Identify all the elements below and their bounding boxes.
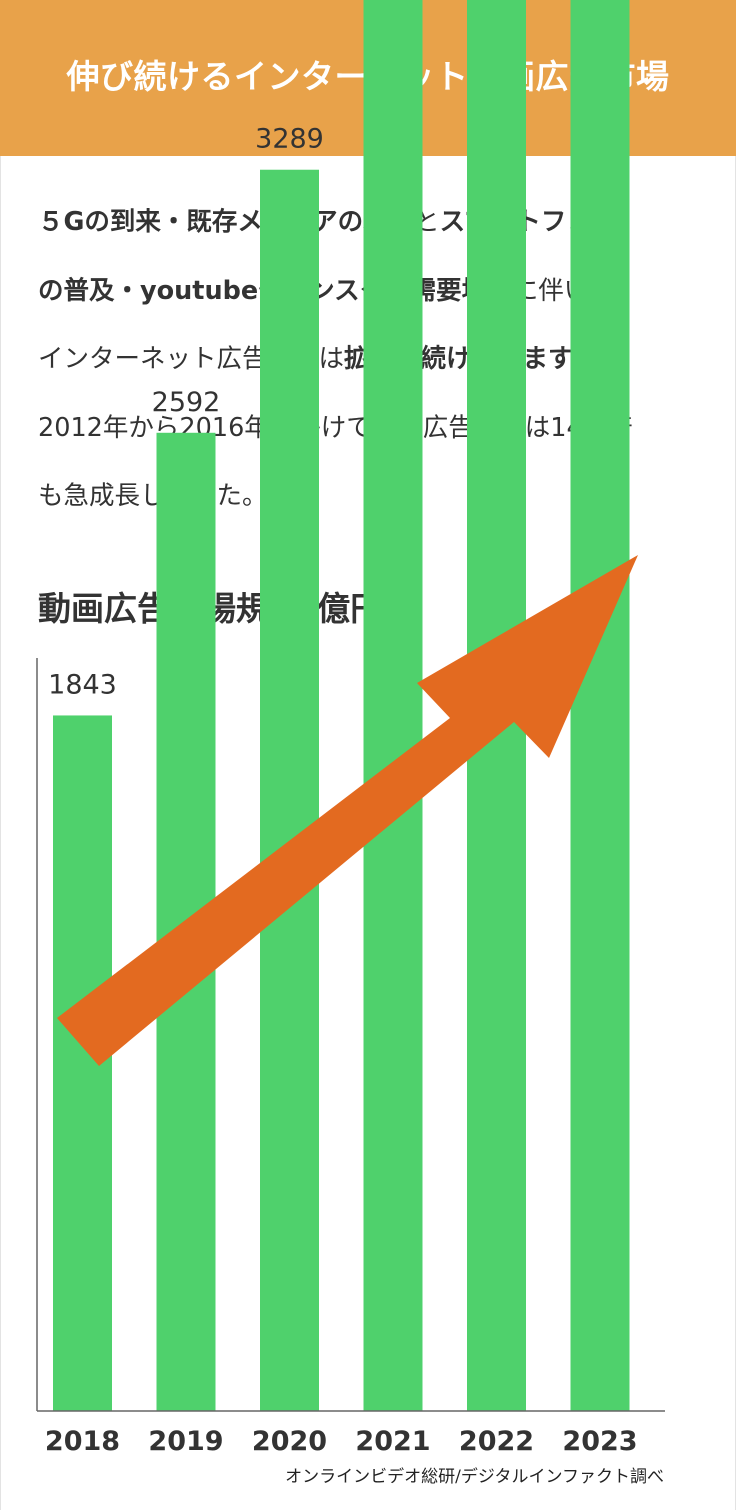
x-tick-label: 2023: [562, 1426, 637, 1457]
frame-border-left: [0, 156, 1, 1510]
bar-2020: [260, 169, 319, 1411]
value-label: 3289: [255, 124, 324, 155]
chart-source-note: オンラインビデオ総研/デジタルインファクト調べ: [285, 1467, 664, 1487]
x-tick-label: 2019: [148, 1426, 223, 1457]
intro-line-4: 2012年から2016年にかけて動画広告市場は14.7倍: [38, 412, 633, 443]
value-label: 2592: [152, 387, 221, 418]
intro-fragment: ５Gの到来・既存メディアの衰退: [38, 207, 415, 237]
bar-2021: [363, 0, 423, 1411]
bar-2018: [53, 715, 112, 1411]
x-tick-label: 2020: [252, 1426, 327, 1457]
chart-title: 動画広告市場規模(億円): [38, 589, 399, 628]
x-tick-label: 2021: [355, 1426, 430, 1457]
bar-2023: [570, 0, 630, 1411]
intro-line-5: も急成長しました。: [38, 481, 268, 511]
x-tick-label: 2022: [459, 1426, 534, 1457]
bars: [53, 0, 630, 1412]
trend-arrow-icon: [57, 555, 638, 1066]
value-label: 1843: [48, 669, 117, 700]
x-tick-label: 2018: [45, 1426, 120, 1457]
